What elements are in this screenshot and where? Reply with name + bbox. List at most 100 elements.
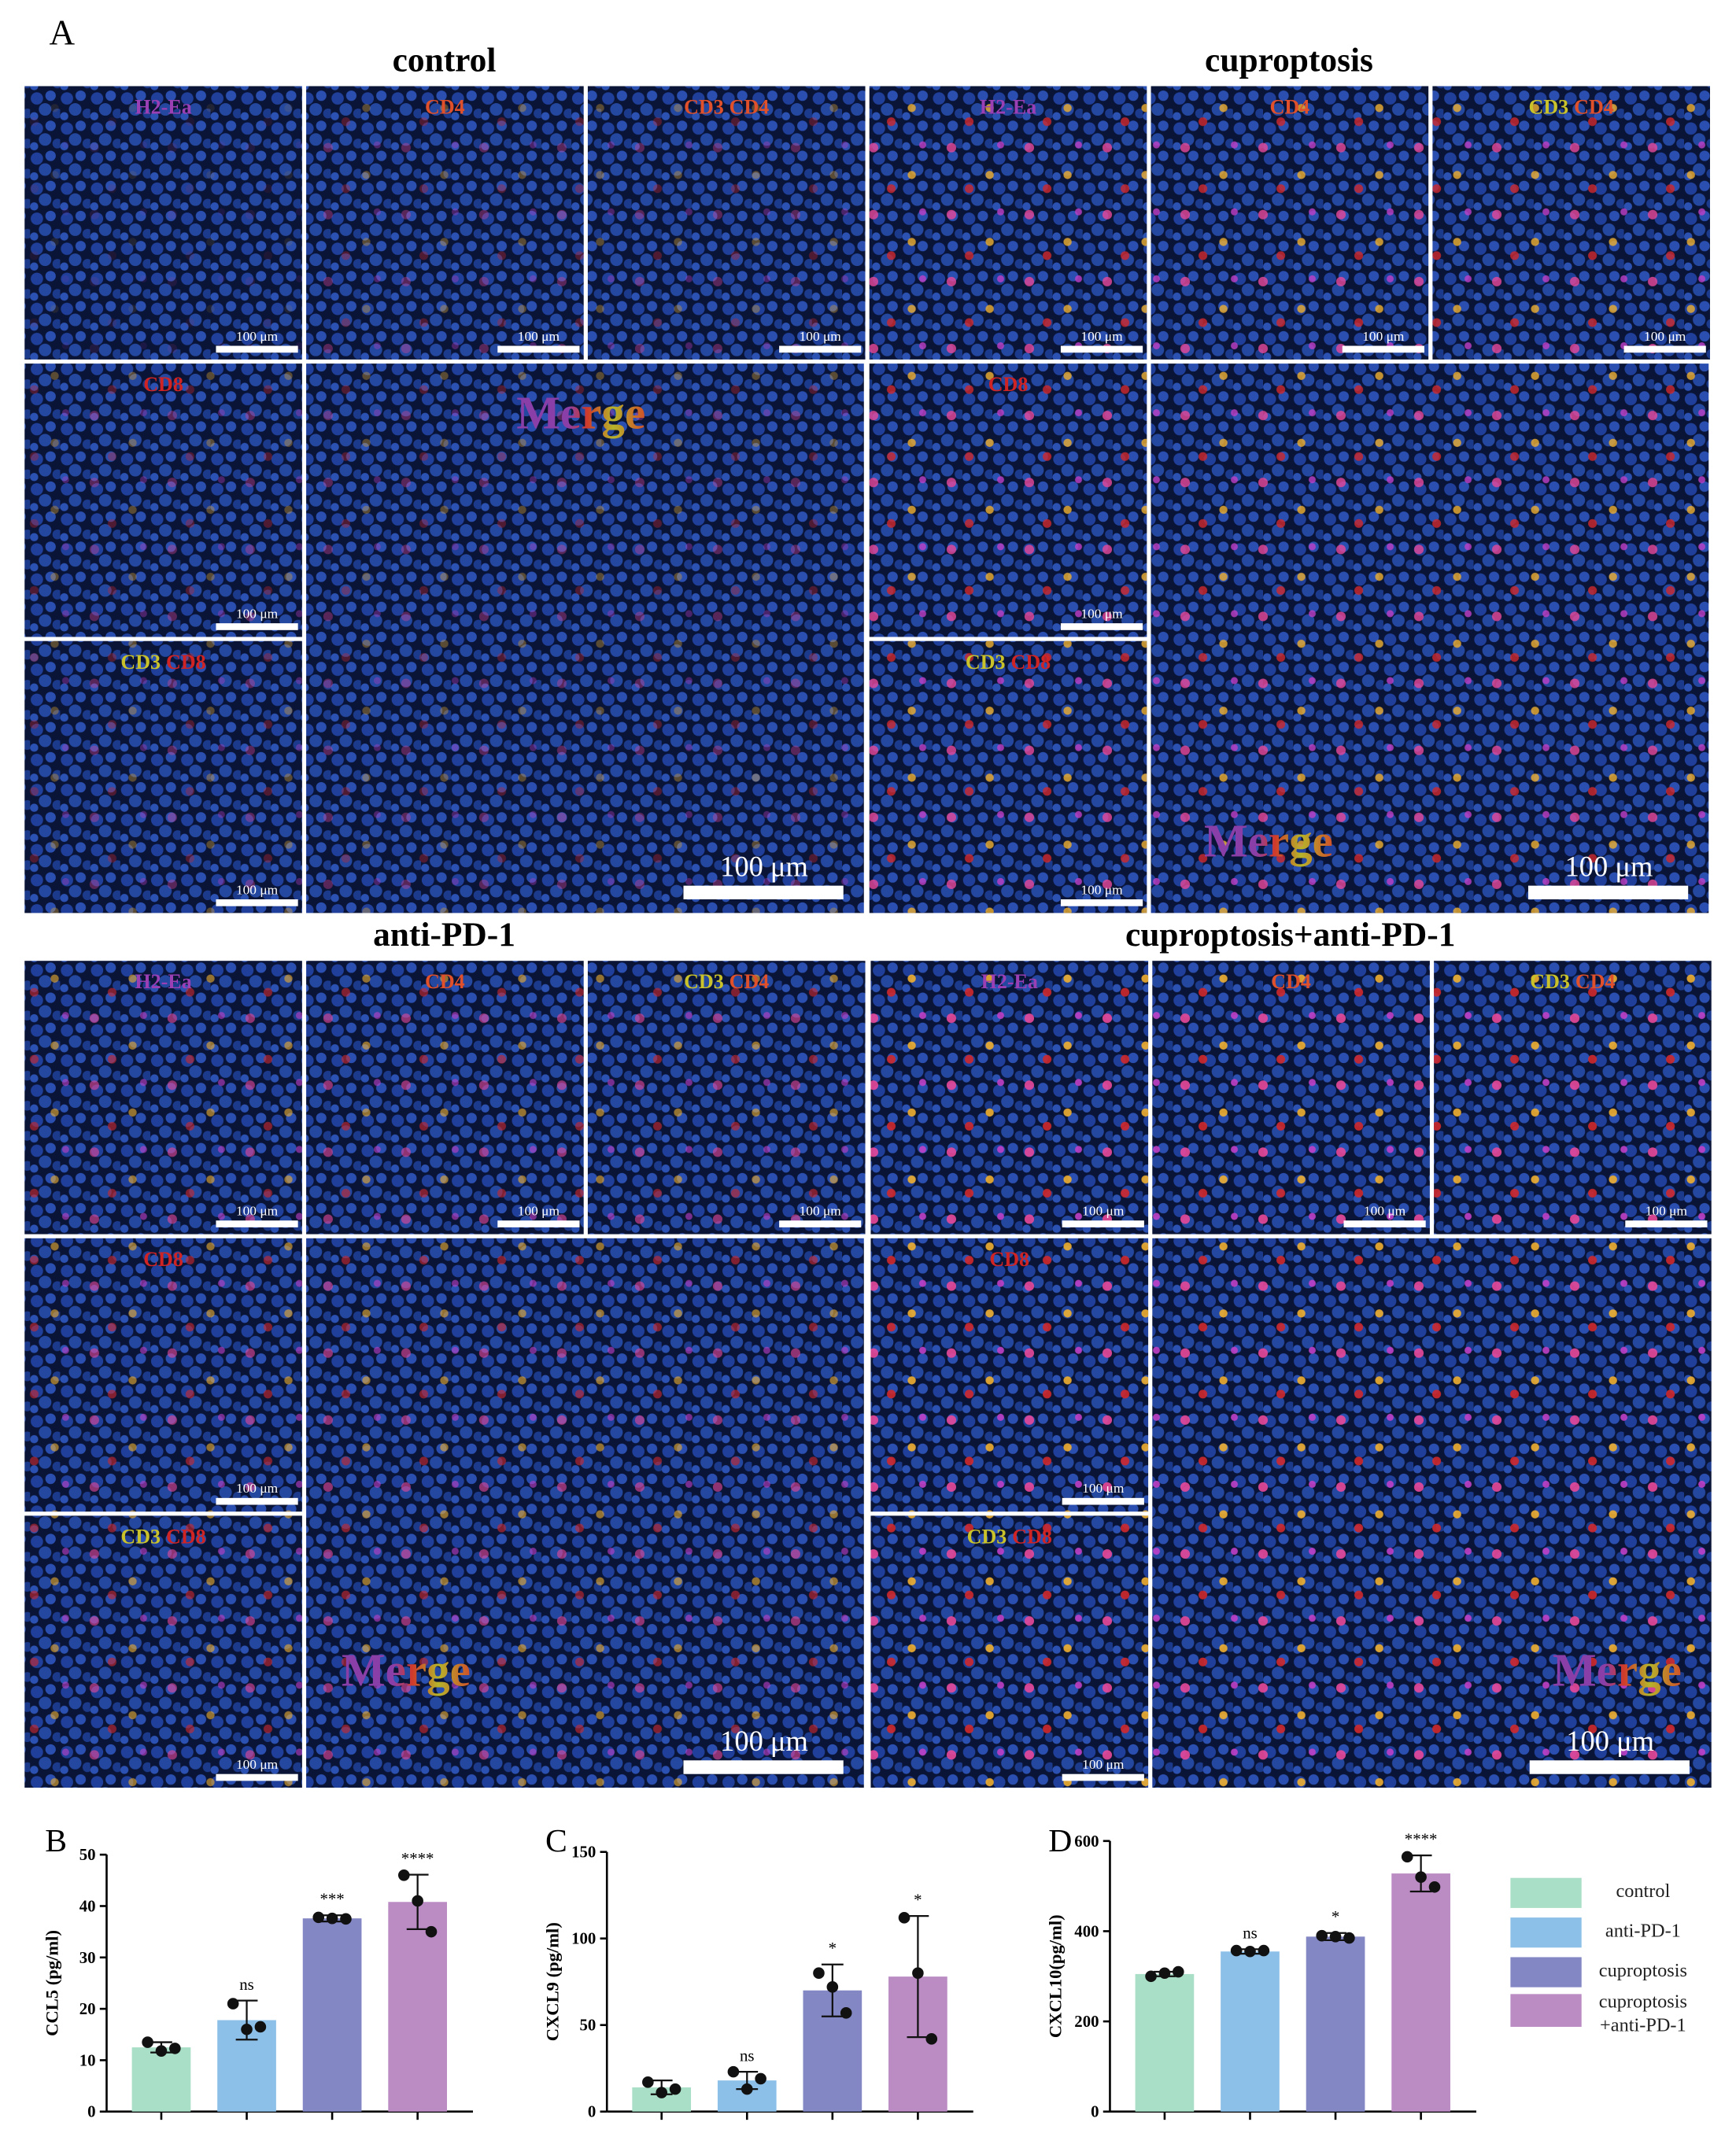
label-part: CD4 (1575, 970, 1616, 993)
tile-label: H2-Ea (980, 95, 1036, 118)
significance-label: * (914, 1890, 922, 1909)
tile-label: CD8 (143, 1247, 183, 1270)
y-tick-label: 100 (571, 1929, 596, 1948)
data-point (312, 1911, 325, 1924)
legend-swatch (1510, 1877, 1582, 1908)
legend-swatch (1510, 1917, 1582, 1948)
legend-entry: control (1616, 1882, 1670, 1903)
micrograph-stain (24, 640, 302, 913)
scale-bar (1529, 1760, 1690, 1774)
data-point (169, 2043, 181, 2054)
scale-label: 100 μm (236, 1481, 279, 1496)
legend-swatch (1510, 1994, 1582, 2028)
label-part: CD4 (1574, 95, 1614, 118)
scale-bar (1527, 885, 1689, 900)
label-part: CD4 (425, 95, 465, 118)
panel-label: C (545, 1823, 567, 1859)
y-tick-label: 40 (79, 1896, 96, 1915)
tile-label: CD4 (1270, 95, 1310, 118)
scale-bar (1062, 1220, 1144, 1227)
data-point (412, 1895, 423, 1907)
scale-bar (1342, 345, 1424, 353)
y-tick-label: 20 (79, 1999, 96, 2018)
legend-entry: cuproptosis (1599, 1962, 1687, 1982)
scale-label: 100 μm (720, 1725, 808, 1757)
micrograph-stain (24, 86, 302, 360)
label-part: CD3 (966, 650, 1006, 673)
data-point (840, 2007, 852, 2019)
micrograph-stain (24, 961, 302, 1235)
panel-label: B (45, 1823, 67, 1859)
bar (302, 1918, 362, 2112)
y-tick-label: 150 (571, 1843, 596, 1862)
tile-label: CD8 (989, 1247, 1029, 1270)
y-tick-label: 0 (87, 2102, 95, 2121)
scale-label: 100 μm (236, 882, 279, 897)
micrograph-stain (869, 364, 1147, 637)
tile-label: CD4 (425, 970, 465, 993)
scale-label: 100 μm (1082, 1204, 1125, 1219)
scale-label: 100 μm (1080, 882, 1123, 897)
label-part: CD3 (684, 970, 724, 993)
label-part: CD4 (729, 970, 770, 993)
scale-label: 100 μm (1080, 329, 1123, 344)
scale-bar (683, 1760, 844, 1774)
legend-label: anti-PD-1 (1605, 1921, 1681, 1943)
merge-stain (306, 364, 864, 913)
scale-label: 100 μm (720, 851, 808, 882)
label-part: CD3 (1529, 95, 1569, 118)
data-point (241, 2023, 253, 2035)
scale-bar (216, 623, 298, 630)
label-part: CD8 (989, 1247, 1029, 1270)
legend-label: cuproptosis +anti-PD-1 (1598, 1992, 1687, 2037)
tile-label: CD4 (1271, 970, 1311, 993)
label-part: CD4 (1271, 970, 1311, 993)
micrograph-stain (869, 86, 1147, 360)
group-title: cuproptosis (1205, 41, 1373, 79)
micrograph-stain (1151, 86, 1429, 360)
label-part: CD8 (988, 373, 1029, 396)
scale-bar (216, 1220, 298, 1227)
significance-label: ns (1243, 1924, 1258, 1943)
label-part: CD8 (166, 1525, 206, 1548)
scale-bar (779, 1220, 862, 1227)
data-point (741, 2083, 753, 2095)
label-part: CD4 (425, 970, 465, 993)
scale-label: 100 μm (236, 606, 279, 621)
merge-stain (1151, 364, 1709, 913)
scale-bar (1060, 899, 1143, 906)
micrograph-stain (587, 961, 866, 1235)
micrograph-stain (870, 961, 1149, 1235)
significance-label: * (1332, 1907, 1339, 1926)
data-point (1258, 1944, 1270, 1957)
scale-bar (216, 1497, 298, 1505)
data-point (813, 1967, 825, 1980)
label-part: CD4 (729, 95, 770, 118)
group-title: cuproptosis+anti-PD-1 (1125, 916, 1455, 954)
label-part: CD8 (143, 373, 183, 396)
data-point (155, 2045, 168, 2057)
scale-bar (497, 1220, 580, 1227)
data-point (1415, 1871, 1427, 1883)
tile-label: CD8 (988, 373, 1029, 396)
data-point (925, 2033, 938, 2045)
data-point (340, 1913, 352, 1925)
scale-bar (497, 345, 580, 353)
y-tick-label: 600 (1074, 1832, 1099, 1851)
y-tick-label: 50 (79, 1845, 96, 1864)
micrograph-stain (1434, 961, 1712, 1235)
y-tick-label: 200 (1074, 2012, 1099, 2031)
bar (1221, 1951, 1280, 2112)
merge-label: Merge (1204, 814, 1333, 866)
bar (1391, 1873, 1450, 2112)
merge-label: Merge (342, 1644, 471, 1696)
micrograph-stain (869, 640, 1147, 913)
data-point (1173, 1965, 1184, 1978)
label-part: CD3 (120, 1525, 161, 1548)
legend-entry: anti-PD-1 (1605, 1921, 1681, 1943)
y-tick-label: 10 (79, 2050, 96, 2069)
merge-label: Merge (1553, 1644, 1682, 1696)
bar (1306, 1936, 1365, 2112)
scale-label: 100 μm (1082, 1481, 1125, 1496)
label-part: CD3 (967, 1525, 1007, 1548)
